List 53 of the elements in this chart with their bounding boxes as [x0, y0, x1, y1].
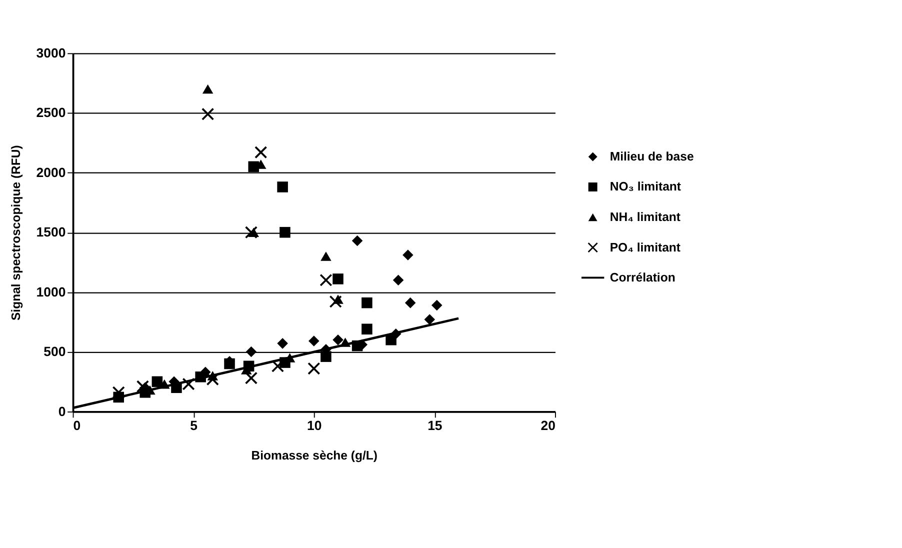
- point: [332, 274, 344, 284]
- point: [112, 386, 125, 399]
- x-tick-label: 10: [307, 418, 322, 433]
- point: [320, 351, 332, 362]
- point: [136, 380, 150, 393]
- x-tick-label: 15: [428, 418, 442, 433]
- point: [280, 226, 290, 238]
- point: [308, 362, 320, 375]
- legend-label: Milieu de base: [610, 149, 694, 164]
- y-tick-label: 2000: [36, 164, 66, 180]
- y-tick-label: 1000: [36, 284, 66, 300]
- y-tick-label: 1500: [36, 224, 66, 240]
- point: [308, 336, 320, 346]
- point: [320, 252, 332, 261]
- point: [362, 324, 372, 334]
- point: [206, 372, 219, 386]
- point: [402, 250, 414, 260]
- point: [329, 295, 342, 308]
- x-tick-label: 0: [73, 418, 81, 433]
- x-axis-title: Biomasse sèche (g/L): [251, 448, 378, 462]
- point: [271, 360, 284, 372]
- point: [277, 338, 288, 349]
- y-tick-label: 500: [44, 344, 66, 360]
- point: [392, 274, 404, 286]
- point: [277, 182, 288, 192]
- point: [404, 297, 416, 308]
- point: [244, 372, 258, 384]
- point: [224, 358, 235, 370]
- point: [320, 274, 332, 286]
- x-tick-label: 5: [190, 418, 198, 433]
- point: [424, 314, 436, 325]
- point: [182, 378, 195, 390]
- legend-label: NO₃ limitant: [610, 180, 682, 194]
- point: [202, 84, 214, 94]
- point: [152, 376, 163, 388]
- y-tick-label: 0: [58, 404, 66, 419]
- legend-label: Corrélation: [610, 270, 676, 285]
- point: [332, 334, 344, 346]
- point: [248, 161, 260, 172]
- point: [431, 300, 442, 311]
- point: [386, 334, 396, 346]
- point: [201, 108, 214, 120]
- y-axis-title: Signal spectroscopique (RFU): [9, 145, 24, 321]
- legend-label: PO₄ limitant: [610, 240, 681, 254]
- x-tick-label: 20: [540, 418, 556, 433]
- point: [246, 346, 257, 358]
- point: [352, 235, 363, 246]
- point: [362, 297, 372, 308]
- point: [244, 226, 258, 239]
- point: [254, 146, 268, 159]
- y-tick-label: 3000: [36, 45, 66, 60]
- y-tick-label: 2500: [36, 105, 66, 120]
- legend-label: NH₄ limitant: [610, 210, 681, 224]
